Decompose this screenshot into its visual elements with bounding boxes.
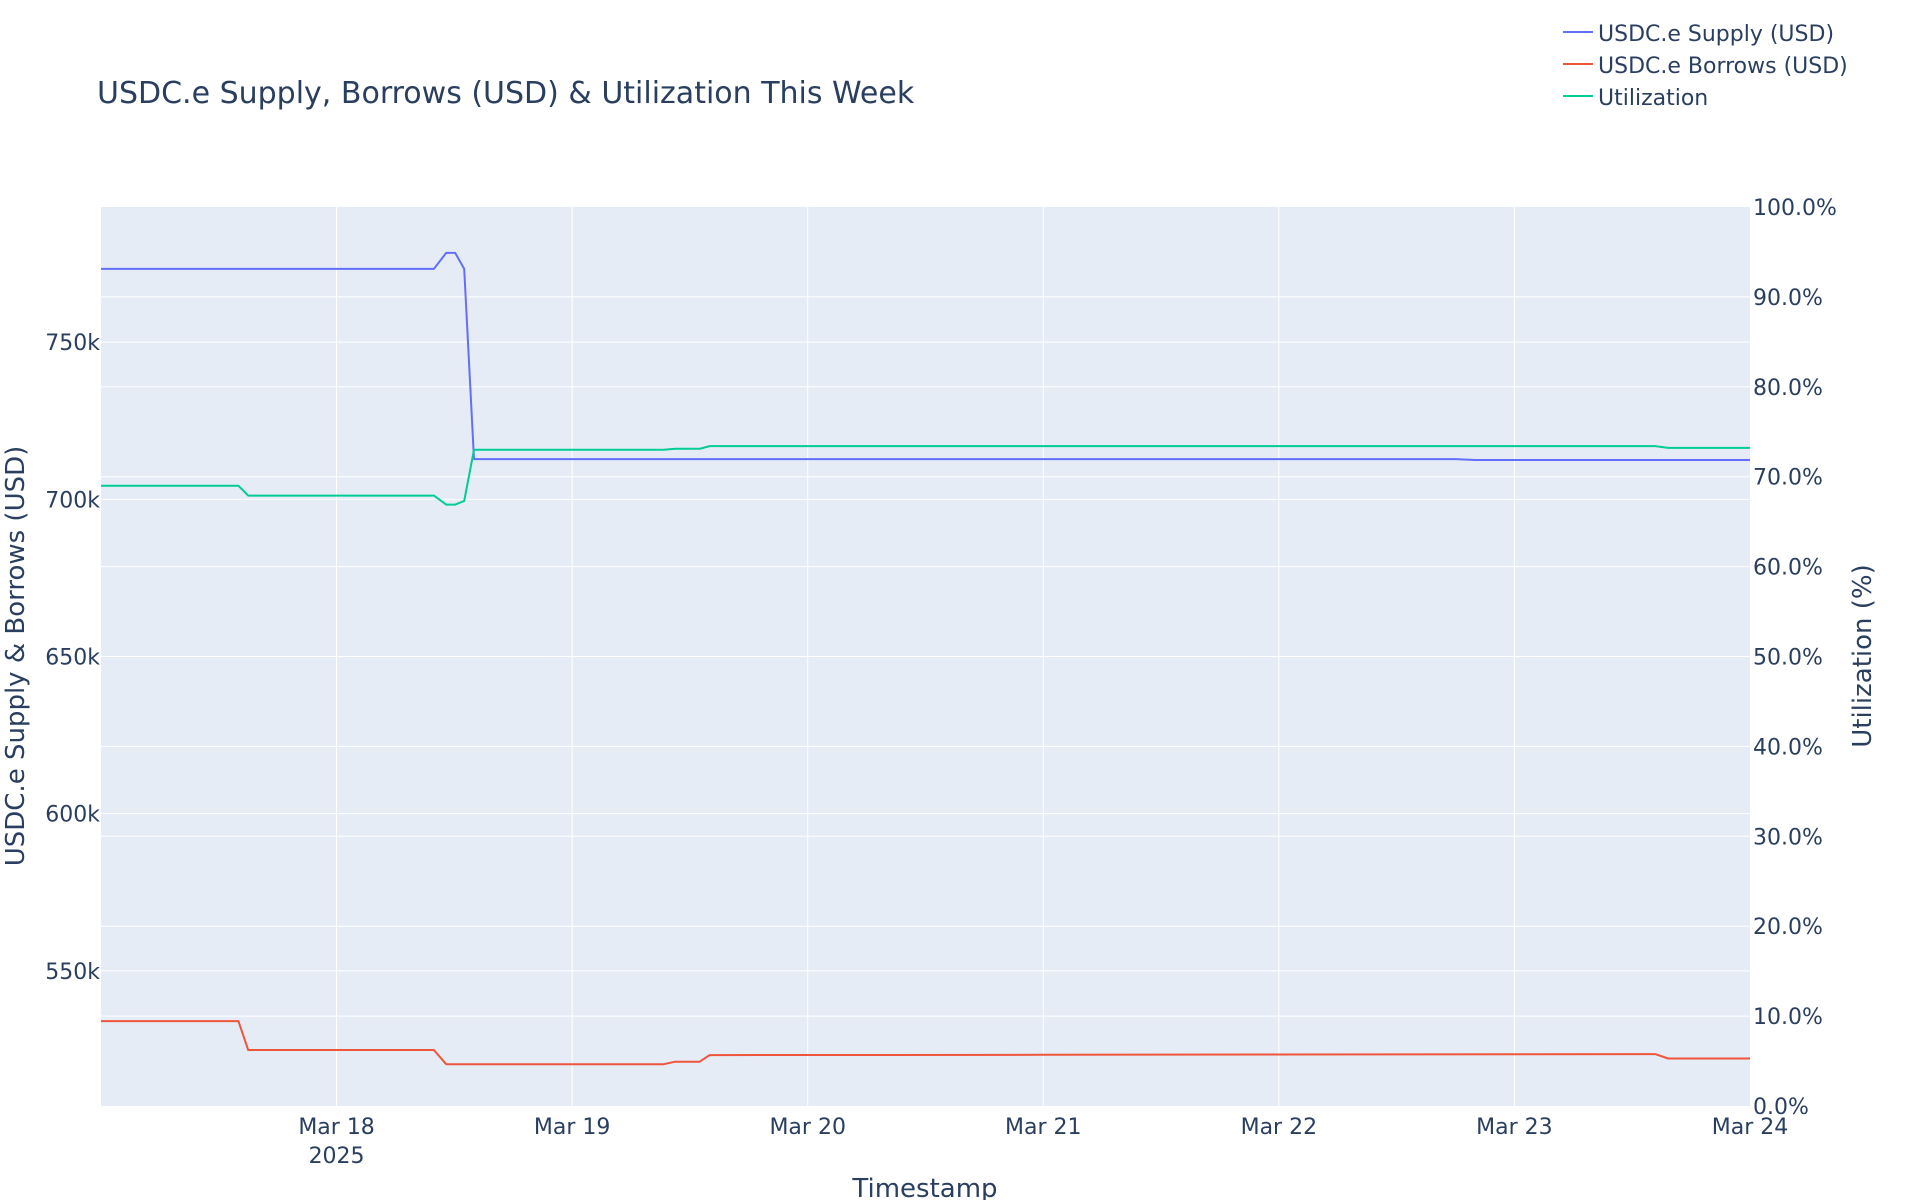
y-axis-left-label: USDC.e Supply & Borrows (USD) bbox=[1, 446, 31, 867]
series-line-utilization bbox=[101, 445, 1750, 506]
x-tick-sublabel: 2025 bbox=[309, 1144, 365, 1169]
legend: USDC.e Supply (USD) USDC.e Borrows (USD)… bbox=[1563, 22, 1848, 111]
x-tick-label: Mar 18 bbox=[298, 1115, 375, 1140]
x-tick-label: Mar 22 bbox=[1241, 1115, 1318, 1140]
series-lines bbox=[101, 251, 1750, 1066]
x-tick-label: Mar 24 bbox=[1712, 1115, 1789, 1140]
legend-item-utilization[interactable]: Utilization bbox=[1563, 86, 1708, 111]
chart-title: USDC.e Supply, Borrows (USD) & Utilizati… bbox=[97, 76, 915, 111]
y-right-tick-label: 20.0% bbox=[1753, 915, 1823, 940]
y-axis-right-label: Utilization (%) bbox=[1848, 564, 1878, 748]
y-right-tick-label: 70.0% bbox=[1753, 466, 1823, 491]
legend-item-supply[interactable]: USDC.e Supply (USD) bbox=[1563, 22, 1834, 47]
series-line-supply bbox=[101, 251, 1750, 461]
legend-label-supply: USDC.e Supply (USD) bbox=[1598, 22, 1834, 47]
grid-lines bbox=[101, 207, 1750, 1106]
y-left-tick-label: 550k bbox=[45, 960, 100, 985]
x-tick-label: Mar 19 bbox=[534, 1115, 611, 1140]
y-left-tick-label: 700k bbox=[45, 488, 100, 513]
x-axis-label: Timestamp bbox=[851, 1174, 997, 1200]
y-right-tick-label: 0.0% bbox=[1753, 1095, 1809, 1120]
y-right-tick-label: 90.0% bbox=[1753, 286, 1823, 311]
x-tick-label: Mar 20 bbox=[769, 1115, 846, 1140]
tick-labels: 0.0% 10.0% 20.0% 30.0% 40.0% 50.0% 60.0% 70.0% 8… bbox=[45, 196, 1837, 1169]
y-left-tick-label: 650k bbox=[45, 646, 100, 671]
y-right-tick-label: 100.0% bbox=[1753, 196, 1837, 221]
y-left-tick-label: 600k bbox=[45, 803, 100, 828]
y-right-tick-label: 30.0% bbox=[1753, 825, 1823, 850]
series-line-borrows bbox=[101, 1020, 1750, 1066]
y-right-tick-label: 50.0% bbox=[1753, 646, 1823, 671]
legend-label-utilization: Utilization bbox=[1598, 86, 1708, 111]
y-right-tick-label: 10.0% bbox=[1753, 1005, 1823, 1030]
legend-item-borrows[interactable]: USDC.e Borrows (USD) bbox=[1563, 54, 1848, 79]
y-right-tick-label: 60.0% bbox=[1753, 556, 1823, 581]
y-left-tick-label: 750k bbox=[45, 331, 100, 356]
y-right-tick-label: 40.0% bbox=[1753, 735, 1823, 760]
x-tick-label: Mar 21 bbox=[1005, 1115, 1082, 1140]
x-tick-label: Mar 23 bbox=[1476, 1115, 1553, 1140]
legend-label-borrows: USDC.e Borrows (USD) bbox=[1598, 54, 1848, 79]
y-right-tick-label: 80.0% bbox=[1753, 376, 1823, 401]
